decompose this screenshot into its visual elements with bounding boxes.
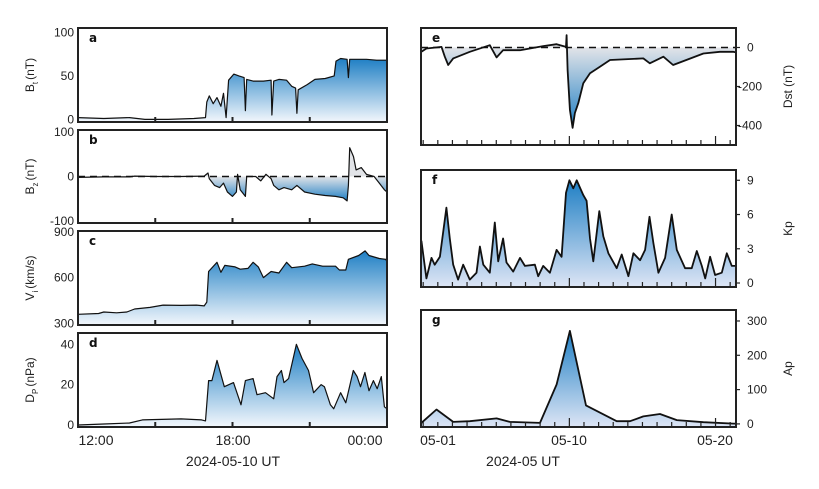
series-line — [78, 343, 387, 426]
panel-frame — [77, 27, 388, 123]
y-axis-title-main: B — [23, 186, 37, 194]
panel-label: d — [89, 336, 98, 350]
panel-label: e — [432, 31, 440, 45]
panel-label: a — [89, 31, 97, 45]
plot-area — [421, 179, 736, 287]
y-tick-label: 100 — [747, 383, 767, 397]
y-tick-label: 0 — [67, 170, 74, 184]
plot-area — [78, 147, 387, 202]
y-tick-label: -200 — [738, 80, 762, 94]
y-tick-label: 200 — [747, 348, 767, 362]
x-tick-label: 05-20 — [697, 432, 733, 448]
area-fill — [78, 58, 387, 122]
plot-area — [78, 57, 387, 122]
area-fill — [421, 180, 736, 287]
y-tick-label: 0 — [747, 41, 754, 55]
y-tick-label: 0 — [67, 112, 74, 126]
y-axis-title-subscript: z — [31, 182, 40, 186]
y-axis-title-main: B — [23, 84, 37, 92]
area-fill — [421, 35, 736, 128]
plot-area — [78, 250, 387, 325]
panel-label: g — [432, 313, 441, 327]
panel-frame — [420, 309, 737, 428]
panel-b: -100 0 100 b Bz (nT) — [23, 125, 388, 228]
y-tick-label: 100 — [54, 125, 74, 139]
x-tick-label: 05-10 — [551, 432, 587, 448]
y-axis-title-main: V — [23, 293, 37, 301]
y-axis-title-main: D — [23, 394, 37, 403]
panel-a: 0 50 100 a Bt(nT) — [23, 25, 388, 126]
panel-e: -400 -200 0 e Dst (nT) — [420, 27, 795, 146]
x-axis-title: 2024-05-10 UT — [186, 453, 281, 469]
y-tick-label: 3 — [747, 242, 754, 256]
y-tick-label: 20 — [61, 378, 75, 392]
y-tick-label: 0 — [747, 417, 754, 431]
y-tick-label: 6 — [747, 208, 754, 222]
y-tick-label: 300 — [747, 314, 767, 328]
y-tick-label: 0 — [67, 418, 74, 432]
y-axis-title-unit: (nT) — [23, 58, 37, 80]
x-axis-title: 2024-05 UT — [486, 453, 560, 469]
y-axis-title: Vi (km/s) — [23, 255, 40, 300]
area-fill — [421, 330, 736, 427]
y-axis-title-subscript: t — [31, 81, 40, 84]
y-axis-title: Kp — [781, 221, 795, 236]
y-tick-label: -100 — [50, 214, 74, 228]
panel-label: c — [89, 234, 96, 248]
y-tick-label: 0 — [747, 276, 754, 290]
y-axis-title: Bt(nT) — [23, 58, 40, 92]
panel-f: 0 3 6 9 f Kp — [420, 169, 795, 290]
y-axis-title-main: Dst (nT) — [781, 65, 795, 108]
y-tick-label: 900 — [54, 225, 74, 239]
y-axis-title-subscript: P — [31, 389, 40, 394]
y-tick-label: 100 — [54, 25, 74, 39]
plot-area — [421, 330, 736, 427]
panel-label: b — [89, 133, 98, 147]
y-tick-label: 9 — [747, 173, 754, 187]
panel-frame — [77, 332, 388, 428]
right-x-axis: 05-01 05-10 05-20 2024-05 UT — [420, 432, 733, 469]
plot-area — [78, 343, 387, 427]
panel-c: 300 600 900 c Vi (km/s) — [23, 225, 388, 330]
panel-d: 0 20 40 d DP (nPa) — [23, 332, 388, 432]
y-tick-label: 600 — [54, 271, 74, 285]
y-axis-title: Bz (nT) — [23, 158, 40, 194]
panel-g: 0 100 200 300 g Ap — [420, 309, 795, 431]
series-line — [78, 57, 387, 120]
y-axis-title-subscript: i — [31, 291, 40, 293]
y-tick-label: -400 — [738, 119, 762, 133]
x-tick-label: 00:00 — [347, 432, 382, 448]
y-axis-title: Dst (nT) — [781, 65, 795, 108]
x-tick-label: 12:00 — [78, 432, 113, 448]
x-tick-label: 18:00 — [215, 432, 250, 448]
y-axis-title-main: Ap — [781, 361, 795, 376]
panel-label: f — [432, 173, 438, 187]
y-axis-title-main: Kp — [781, 221, 795, 236]
y-tick-label: 40 — [61, 337, 75, 351]
panel-frame — [420, 169, 737, 288]
y-axis-title: DP (nPa) — [23, 357, 40, 402]
area-fill — [78, 250, 387, 325]
y-axis-title-unit: (nT) — [23, 158, 37, 180]
series-line — [78, 147, 387, 202]
y-axis-title: Ap — [781, 361, 795, 376]
series-line — [421, 179, 736, 281]
panel-frame — [77, 230, 388, 326]
y-axis-title-unit: (nPa) — [23, 357, 37, 386]
left-x-axis: 12:00 18:00 00:00 2024-05-10 UT — [78, 432, 382, 469]
y-tick-label: 50 — [61, 69, 75, 83]
plot-area — [421, 34, 736, 129]
series-line — [78, 250, 387, 315]
area-fill — [78, 344, 387, 427]
panel-frame — [77, 129, 388, 224]
area-fill — [78, 147, 387, 201]
series-line — [421, 330, 736, 425]
y-tick-label: 300 — [54, 316, 74, 330]
series-line — [421, 34, 736, 129]
y-axis-title-unit: (km/s) — [23, 255, 37, 288]
x-tick-label: 05-01 — [420, 432, 456, 448]
